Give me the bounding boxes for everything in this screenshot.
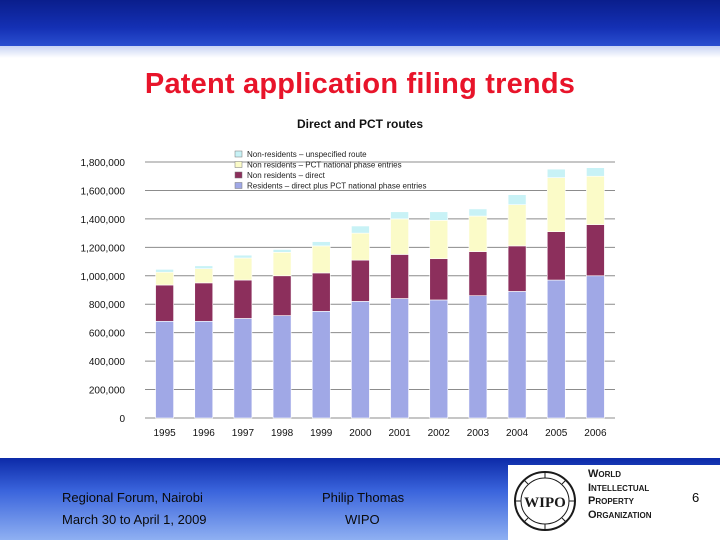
bar-segment	[351, 225, 370, 234]
header-band	[0, 0, 720, 46]
bar-segment	[272, 252, 292, 277]
bar-segment	[233, 257, 253, 281]
legend-label: Non residents – direct	[247, 171, 326, 180]
bar-segment	[546, 279, 566, 419]
y-tick-label: 1,800,000	[81, 158, 126, 169]
bar-segment	[155, 269, 174, 273]
bar-segment	[507, 245, 527, 292]
x-tick-label: 2004	[506, 428, 529, 439]
org-line-2: Intellectual	[588, 481, 650, 494]
bar-segment	[546, 231, 566, 281]
wipo-logo-text: WIPO	[524, 495, 566, 511]
bar-segment	[546, 177, 566, 232]
bar-segment	[586, 167, 605, 177]
organization-name: World Intellectual Property Organization	[588, 468, 688, 522]
bar-segment	[390, 218, 409, 255]
x-tick-label: 2006	[584, 428, 607, 439]
bar-segment	[546, 168, 566, 178]
bar-segment	[351, 232, 370, 261]
bar-segment	[272, 249, 292, 253]
bar-segment	[468, 295, 488, 419]
footer-event-name: Regional Forum, Nairobi	[62, 490, 203, 505]
x-tick-label: 2002	[428, 428, 451, 439]
x-tick-label: 2005	[545, 428, 568, 439]
legend-swatch	[234, 171, 243, 179]
bar-segment	[429, 299, 449, 419]
y-tick-label: 1,600,000	[81, 186, 126, 197]
legend-label: Non residents – PCT national phase entri…	[247, 161, 402, 170]
slide-title: Patent application filing trends	[144, 68, 576, 100]
bar-segment	[194, 320, 214, 419]
org-line-4: Organization	[588, 508, 652, 521]
page-number: 6	[692, 490, 700, 505]
legend-swatch	[234, 161, 243, 168]
bar-segment	[155, 284, 174, 322]
bar-segment	[586, 175, 605, 225]
wipo-seal-icon: WIPO	[514, 471, 576, 531]
bar-segment	[311, 241, 331, 247]
y-tick-label: 400,000	[89, 357, 126, 368]
bar-segment	[429, 258, 449, 301]
org-line-3: Property	[588, 495, 635, 507]
bar-segment	[194, 265, 214, 269]
legend-swatch	[234, 182, 243, 189]
legend-label: Non-residents – unspecified route	[247, 150, 367, 159]
y-tick-label: 1,000,000	[81, 272, 126, 283]
stacked-bar-chart: Direct and PCT routes 0 200,000 400,000 600,…	[81, 117, 615, 439]
bar-segment	[468, 208, 488, 217]
footer-event-dates: March 30 to April 1, 2009	[62, 512, 207, 527]
bar-segment	[429, 220, 449, 260]
x-tick-label: 2003	[467, 428, 490, 439]
y-tick-label: 1,400,000	[81, 215, 126, 226]
bar-segment	[507, 291, 527, 419]
x-tick-label: 2000	[349, 428, 372, 439]
org-line-1: World	[588, 468, 622, 480]
x-tick-label: 2001	[388, 428, 411, 439]
footer-organization: WIPO	[345, 512, 380, 527]
bar-segment	[351, 301, 370, 419]
bar-segment	[586, 275, 605, 419]
x-tick-label: 1998	[271, 428, 294, 439]
bar-segment	[233, 318, 253, 419]
bar-segment	[390, 298, 409, 419]
bar-segment	[311, 245, 331, 274]
bar-segment	[311, 272, 331, 312]
bar-segment	[155, 271, 174, 286]
bar-segment	[311, 311, 331, 419]
chart-title: Direct and PCT routes	[297, 117, 423, 131]
legend-swatch	[234, 150, 243, 158]
y-tick-label: 1,200,000	[81, 243, 126, 254]
bar-segment	[429, 211, 449, 221]
bar-segment	[272, 275, 292, 316]
bar-segment	[272, 315, 292, 419]
bar-segment	[390, 254, 409, 299]
bar-segment	[586, 224, 605, 277]
bar-segment	[233, 254, 253, 259]
y-tick-label: 800,000	[89, 300, 126, 311]
y-tick-label: 0	[119, 414, 125, 425]
y-tick-label: 600,000	[89, 329, 126, 340]
bar-segment	[155, 320, 174, 419]
bar-segment	[390, 211, 409, 220]
bar-segment	[468, 251, 488, 296]
bar-segment	[233, 279, 253, 319]
bar-segment	[507, 204, 527, 247]
x-tick-label: 1997	[232, 428, 255, 439]
bar-segment	[468, 215, 488, 252]
x-tick-label: 1999	[310, 428, 333, 439]
bar-segment	[507, 194, 527, 205]
header-band-fade	[0, 46, 720, 58]
bar-segment	[194, 282, 214, 322]
bar-segment	[351, 259, 370, 302]
bar-segment	[194, 268, 214, 284]
legend-label: Residents – direct plus PCT national pha…	[247, 182, 427, 191]
x-tick-label: 1996	[193, 428, 216, 439]
x-tick-label: 1995	[153, 428, 176, 439]
y-tick-label: 200,000	[89, 386, 126, 397]
footer-presenter: Philip Thomas	[322, 490, 405, 505]
